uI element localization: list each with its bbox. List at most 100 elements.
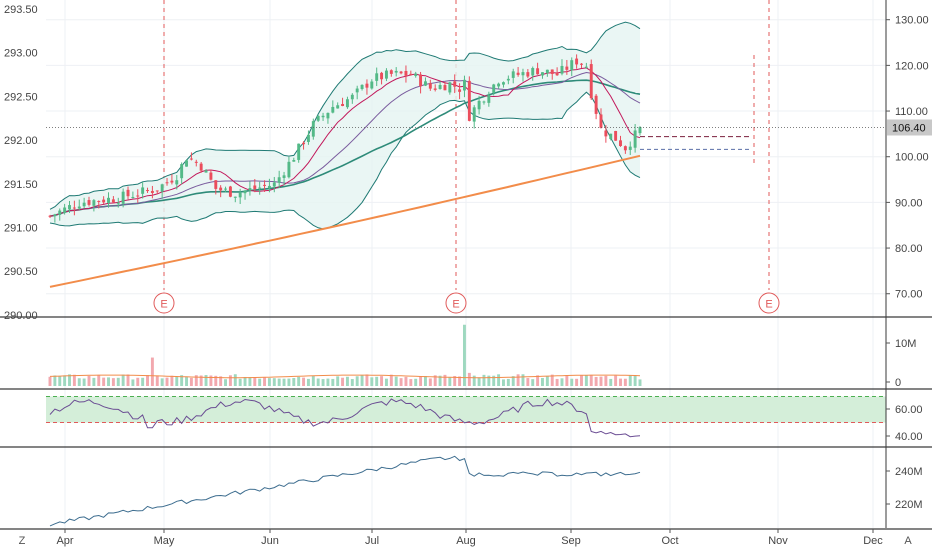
volume-bar: [68, 374, 71, 386]
candle-body: [350, 94, 354, 100]
candle-body: [97, 200, 101, 202]
right-tick-label: 60.00: [895, 404, 923, 416]
auto-scale-button[interactable]: A: [904, 535, 912, 547]
volume-bar: [63, 375, 67, 386]
candle-body: [243, 190, 247, 194]
candle-body: [482, 101, 486, 103]
volume-bar: [526, 378, 530, 386]
volume-bar: [306, 378, 310, 386]
right-tick-label: 90.00: [895, 197, 923, 209]
volume-bar: [380, 376, 384, 386]
candle-body: [136, 195, 140, 197]
candle-body: [453, 81, 457, 87]
time-axis: Apr May Jun Jul Aug Sep Oct Nov Dec: [56, 529, 883, 547]
earnings-marker[interactable]: [758, 292, 780, 314]
volume-bar: [116, 377, 120, 386]
candle-body: [497, 83, 501, 87]
candle-body: [92, 200, 96, 206]
candle-body: [580, 63, 583, 65]
candle-body: [536, 68, 540, 75]
x-tick-label: Aug: [456, 535, 476, 547]
candle-body: [141, 187, 145, 194]
volume-bar: [350, 379, 354, 386]
candle-body: [287, 161, 291, 178]
candle-body: [545, 69, 549, 74]
volume-bar: [326, 378, 330, 386]
candle-body: [380, 72, 384, 80]
right-tick-label: 40.00: [895, 431, 923, 443]
candle-body: [575, 58, 579, 65]
candle-body: [355, 88, 359, 93]
x-tick-label: Oct: [661, 535, 678, 547]
ma-long: [49, 79, 641, 217]
volume-bar: [550, 374, 554, 386]
candle-body: [87, 200, 91, 205]
zoom-button[interactable]: Z: [19, 535, 26, 547]
candle-body: [463, 79, 466, 91]
volume-bar: [497, 374, 501, 386]
volume-bar: [194, 375, 198, 386]
volume-bar: [463, 324, 466, 386]
candle-body: [438, 84, 442, 90]
candle-body: [423, 81, 427, 86]
candle-body: [82, 202, 86, 207]
volume-bar: [404, 376, 408, 386]
candle-body: [126, 189, 130, 197]
right-price-axis: 130.00 120.00 110.00 100.00 90.00 80.00 70.00 1…: [886, 15, 929, 511]
candle-body: [594, 95, 598, 114]
candle-body: [72, 207, 76, 209]
candle-body: [175, 180, 179, 185]
volume-bar: [472, 375, 476, 386]
volume-bar: [438, 375, 442, 386]
volume-bar: [409, 379, 413, 386]
volume-bar: [102, 377, 106, 386]
earnings-label: E: [160, 299, 167, 311]
volume-bar: [185, 376, 188, 386]
volume-bar: [589, 375, 593, 386]
earnings-marker[interactable]: [445, 292, 467, 314]
candle-body: [531, 68, 535, 76]
volume-bar: [423, 375, 427, 386]
candle-body: [638, 127, 642, 134]
candle-body: [409, 73, 413, 76]
volume-bar: [92, 377, 96, 386]
volume-bar: [341, 377, 345, 386]
volume-bar: [433, 375, 437, 386]
candle-body: [331, 106, 335, 113]
volume-bar: [189, 377, 193, 386]
volume-bar: [389, 374, 393, 386]
candle-body: [570, 60, 574, 71]
volume-bar: [141, 377, 145, 386]
candle-body: [107, 197, 110, 203]
volume-bar: [199, 375, 203, 386]
volume-bar: [77, 378, 81, 386]
volume-bar: [467, 372, 471, 386]
candle-body: [209, 172, 213, 180]
candle-body: [487, 95, 491, 103]
volume-bar: [370, 377, 374, 386]
candle-body: [628, 146, 632, 150]
volume-bar: [521, 374, 525, 386]
candles: [48, 54, 642, 223]
candle-body: [336, 105, 340, 109]
volume-bar: [111, 378, 115, 386]
volume-bar: [516, 374, 520, 386]
volume-bar: [575, 378, 579, 386]
candle-body: [170, 180, 174, 183]
candle-body: [102, 199, 106, 203]
earnings-marker[interactable]: [153, 292, 175, 314]
candle-body: [619, 140, 622, 147]
volume-bar: [311, 375, 315, 386]
volume-bar: [258, 378, 262, 386]
volume-bar: [267, 378, 271, 386]
candle-body: [263, 184, 267, 186]
volume-bar: [107, 377, 110, 386]
volume-bar: [233, 374, 237, 386]
volume-bar: [482, 374, 486, 386]
volume-bar: [545, 375, 549, 386]
candle-body: [150, 190, 154, 193]
